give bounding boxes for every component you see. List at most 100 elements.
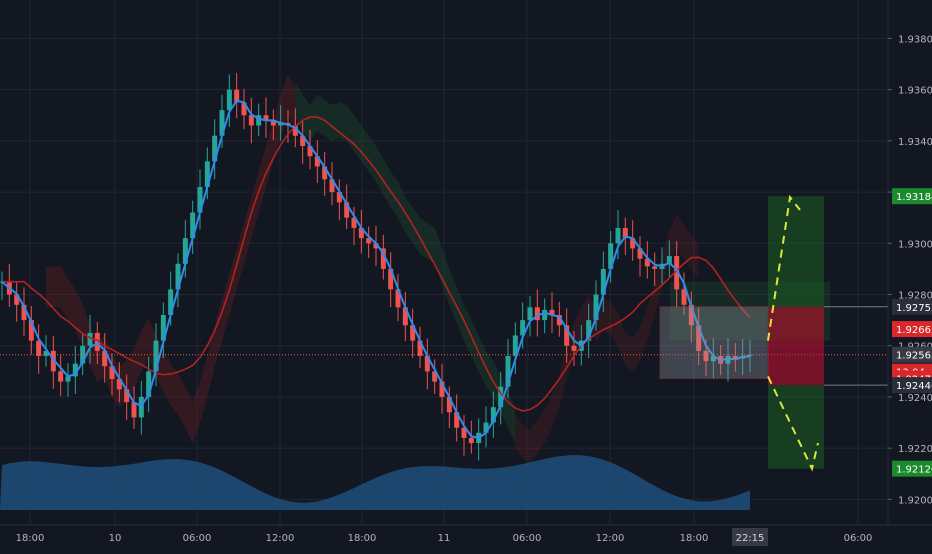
candle[interactable]	[600, 251, 606, 313]
candle[interactable]	[498, 371, 504, 425]
candle[interactable]	[160, 302, 166, 359]
candle[interactable]	[116, 362, 122, 403]
candle[interactable]	[263, 97, 269, 138]
candle[interactable]	[527, 296, 533, 337]
candle[interactable]	[542, 298, 548, 334]
take-profit-zone-upper[interactable]	[768, 196, 824, 307]
candle[interactable]	[138, 380, 144, 435]
candle[interactable]	[410, 308, 416, 358]
candle[interactable]	[131, 386, 137, 429]
candle[interactable]	[505, 339, 511, 399]
candle[interactable]	[344, 184, 350, 230]
candle[interactable]	[234, 72, 240, 119]
candle[interactable]	[556, 301, 562, 337]
candle[interactable]	[28, 306, 34, 355]
candle[interactable]	[512, 322, 518, 374]
price-tag[interactable]: 1.92446	[892, 377, 932, 394]
candle[interactable]	[336, 179, 342, 221]
candle[interactable]	[175, 253, 181, 308]
candle[interactable]	[322, 151, 328, 196]
candle[interactable]	[241, 88, 247, 130]
time-axis[interactable]: 18:00 10 06:00 12:00 18:00 11 06:00 12:00 18:00 2…	[16, 528, 873, 546]
candles[interactable]	[0, 72, 753, 461]
candle[interactable]	[534, 289, 540, 337]
candle[interactable]	[446, 386, 452, 429]
candle[interactable]	[109, 353, 115, 396]
candle[interactable]	[204, 147, 210, 200]
candle[interactable]	[190, 200, 196, 254]
candle[interactable]	[102, 333, 108, 383]
candle[interactable]	[36, 324, 42, 374]
candle[interactable]	[248, 97, 254, 144]
candle[interactable]	[710, 338, 716, 379]
candle[interactable]	[58, 354, 64, 397]
candle[interactable]	[630, 220, 636, 261]
candle[interactable]	[329, 162, 335, 206]
candle[interactable]	[72, 346, 78, 394]
candle[interactable]	[358, 210, 364, 254]
candle[interactable]	[21, 287, 27, 336]
candle[interactable]	[373, 225, 379, 266]
candle[interactable]	[80, 334, 86, 376]
price-axis[interactable]: 1.938001.936001.934001.932001.930001.928…	[888, 34, 932, 506]
candle[interactable]	[402, 291, 408, 342]
candle[interactable]	[666, 240, 672, 278]
candle[interactable]	[674, 241, 680, 308]
candle[interactable]	[586, 303, 592, 359]
candle[interactable]	[87, 315, 93, 364]
candle[interactable]	[380, 234, 386, 280]
candle[interactable]	[461, 415, 467, 456]
candle[interactable]	[388, 252, 394, 308]
candle[interactable]	[439, 363, 445, 414]
candle[interactable]	[351, 206, 357, 246]
candle[interactable]	[490, 391, 496, 438]
candle[interactable]	[454, 394, 460, 442]
candle[interactable]	[520, 302, 526, 349]
candle[interactable]	[270, 109, 276, 141]
candle[interactable]	[637, 236, 643, 277]
candle[interactable]	[571, 330, 577, 367]
candle[interactable]	[681, 272, 687, 316]
candle[interactable]	[314, 140, 320, 183]
candle[interactable]	[307, 129, 313, 170]
candle[interactable]	[417, 326, 423, 369]
candle[interactable]	[212, 119, 218, 180]
candle[interactable]	[747, 340, 753, 373]
candle[interactable]	[483, 406, 489, 448]
entry-box[interactable]	[659, 306, 769, 380]
trade-setup[interactable]	[659, 194, 888, 472]
candle[interactable]	[732, 343, 738, 372]
candle[interactable]	[696, 307, 702, 366]
candle[interactable]	[366, 226, 372, 258]
candle[interactable]	[644, 241, 650, 279]
candle[interactable]	[564, 308, 570, 363]
candle[interactable]	[549, 292, 555, 333]
candle[interactable]	[50, 335, 56, 389]
candle[interactable]	[146, 357, 152, 413]
candle[interactable]	[14, 282, 20, 322]
candle[interactable]	[725, 338, 731, 382]
price-tag[interactable]: 1.92665	[892, 321, 932, 338]
price-tag[interactable]: 1.93184	[892, 188, 932, 205]
candle[interactable]	[124, 374, 130, 420]
candle[interactable]	[608, 230, 614, 283]
candle[interactable]	[395, 274, 401, 322]
candle[interactable]	[615, 210, 621, 260]
candle[interactable]	[182, 220, 188, 278]
candle[interactable]	[432, 359, 438, 394]
candle[interactable]	[43, 335, 49, 367]
candle[interactable]	[226, 74, 232, 127]
candle[interactable]	[300, 121, 306, 164]
candle[interactable]	[593, 280, 599, 331]
candle[interactable]	[65, 363, 71, 397]
candle[interactable]	[652, 252, 658, 286]
candle[interactable]	[688, 291, 694, 343]
candle[interactable]	[197, 169, 203, 230]
price-tag[interactable]: 1.92120	[892, 460, 932, 477]
candle[interactable]	[424, 338, 430, 390]
candle[interactable]	[256, 103, 262, 137]
stop-loss-zone[interactable]	[768, 306, 824, 386]
price-tag[interactable]: 1.92752	[892, 298, 932, 315]
